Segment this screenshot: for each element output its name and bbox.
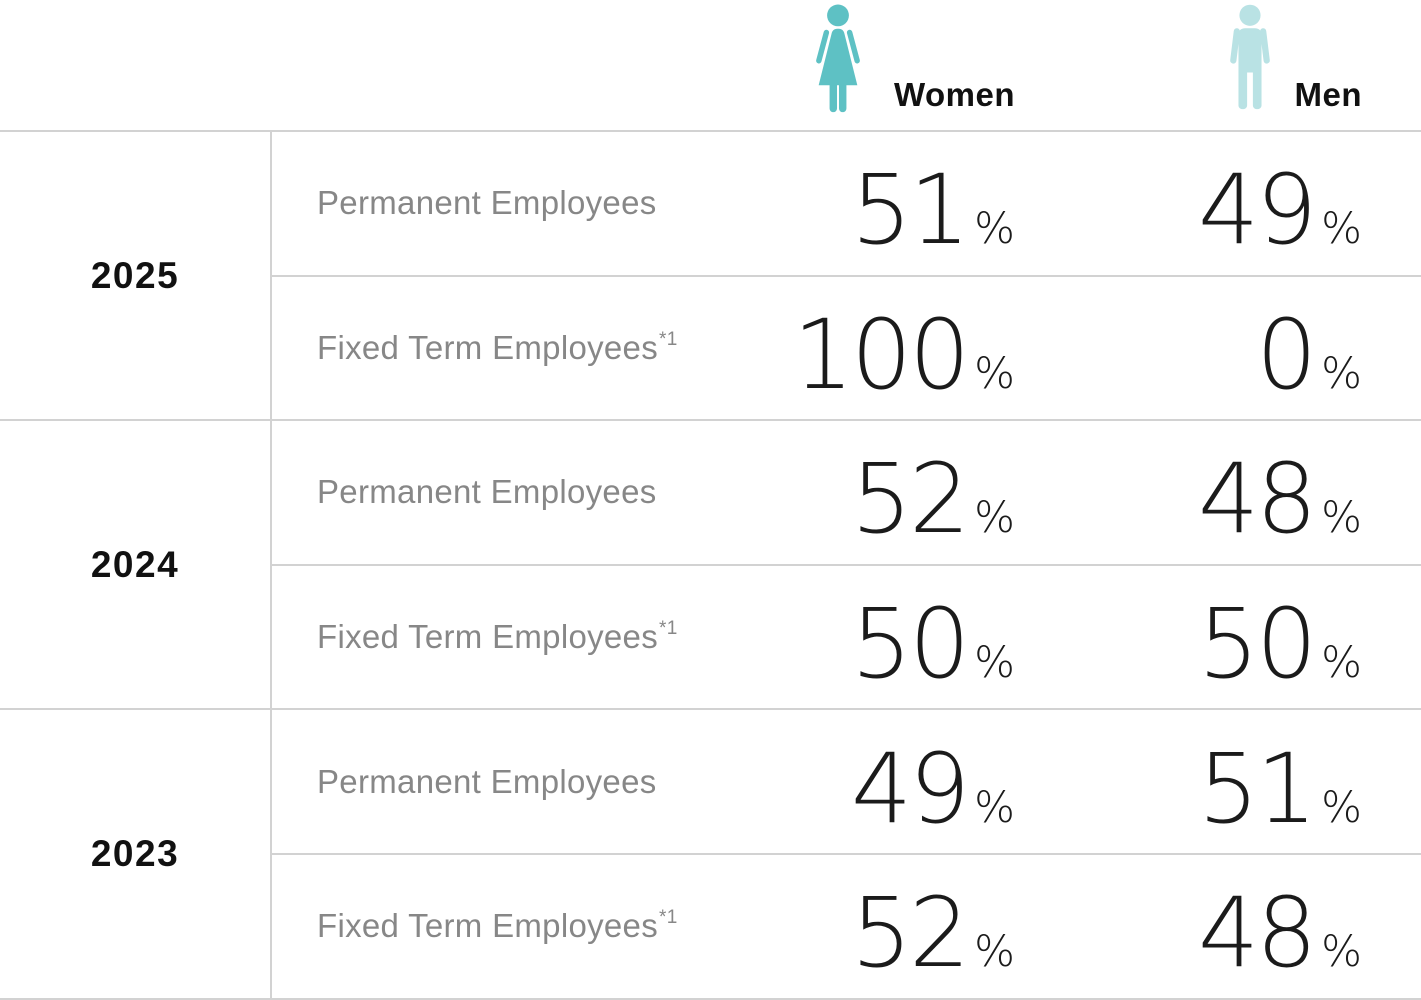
men-value: 0%: [1256, 298, 1362, 411]
year-group-2024: 2024 Permanent Employees 52% 48% Fixed T…: [0, 421, 1421, 711]
employee-type-label: Permanent Employees: [317, 473, 657, 511]
women-column-label: Women: [893, 76, 1015, 113]
percent-sign: %: [974, 638, 1015, 689]
percent-sign: %: [974, 493, 1015, 544]
women-value: 52%: [850, 877, 1015, 990]
women-value: 100%: [792, 298, 1015, 411]
percent-sign: %: [1321, 927, 1362, 978]
employee-type-label: Fixed Term Employees*1: [317, 328, 678, 366]
year-group-2025: 2025 Permanent Employees 51% 49% Fixed T…: [0, 132, 1421, 422]
women-value: 51%: [850, 154, 1015, 267]
percent-sign: %: [1321, 638, 1362, 689]
percent-sign: %: [974, 782, 1015, 833]
men-column-header: Men: [1015, 3, 1362, 130]
table-row: Permanent Employees 51% 49%: [272, 132, 1421, 275]
women-value: 50%: [850, 588, 1015, 701]
table-row: Permanent Employees 52% 48%: [272, 421, 1421, 564]
table-header: Women Men: [0, 0, 1421, 132]
percent-sign: %: [1321, 348, 1362, 399]
women-value: 49%: [850, 732, 1015, 845]
footnote-marker: *1: [659, 907, 678, 929]
year-label: 2024: [90, 543, 180, 585]
table-row: Fixed Term Employees*1 100% 0%: [272, 274, 1421, 420]
employee-type-label: Fixed Term Employees*1: [317, 907, 678, 945]
men-value: 49%: [1197, 154, 1362, 267]
men-column-label: Men: [1294, 76, 1362, 113]
women-value: 52%: [850, 443, 1015, 556]
footnote-marker: *1: [659, 618, 678, 640]
year-group-2023: 2023 Permanent Employees 49% 51% Fixed T…: [0, 710, 1421, 1000]
women-column-header: Women: [685, 3, 1015, 130]
year-label: 2025: [90, 254, 180, 296]
table-row: Permanent Employees 49% 51%: [272, 710, 1421, 853]
percent-sign: %: [974, 204, 1015, 255]
percent-sign: %: [1321, 493, 1362, 544]
man-icon: [1229, 4, 1270, 110]
men-value: 48%: [1197, 877, 1362, 990]
woman-icon: [816, 4, 860, 113]
percent-sign: %: [1321, 782, 1362, 833]
table-row: Fixed Term Employees*1 52% 48%: [272, 852, 1421, 998]
employee-type-label: Fixed Term Employees*1: [317, 618, 678, 656]
percent-sign: %: [974, 927, 1015, 978]
footnote-marker: *1: [659, 328, 678, 350]
percent-sign: %: [974, 348, 1015, 399]
men-value: 51%: [1197, 732, 1362, 845]
employee-type-label: Permanent Employees: [317, 762, 657, 800]
men-value: 50%: [1197, 588, 1362, 701]
men-value: 48%: [1197, 443, 1362, 556]
table-row: Fixed Term Employees*1 50% 50%: [272, 563, 1421, 709]
year-label: 2023: [90, 832, 180, 874]
employee-type-label: Permanent Employees: [317, 184, 657, 222]
percent-sign: %: [1321, 204, 1362, 255]
